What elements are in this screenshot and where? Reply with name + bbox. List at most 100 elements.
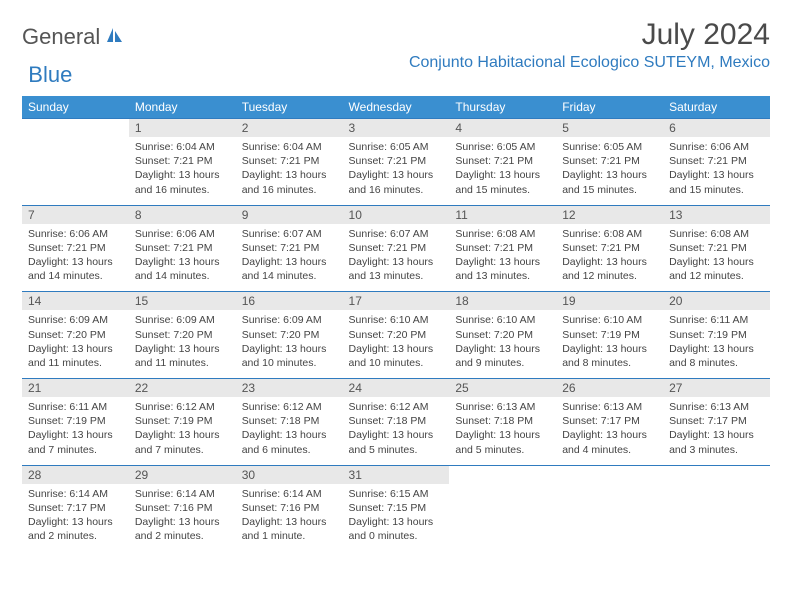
day-info-cell — [663, 484, 770, 552]
day-number-cell: 6 — [663, 119, 770, 138]
day-info-line: and 10 minutes. — [349, 356, 444, 370]
day-info-line: Daylight: 13 hours — [349, 428, 444, 442]
week-num-row: 14151617181920 — [22, 292, 770, 311]
day-info-line: and 10 minutes. — [242, 356, 337, 370]
day-info-line: Daylight: 13 hours — [242, 168, 337, 182]
day-info-line: Sunrise: 6:06 AM — [669, 140, 764, 154]
day-header: Wednesday — [343, 96, 450, 119]
day-info-cell: Sunrise: 6:10 AMSunset: 7:19 PMDaylight:… — [556, 310, 663, 378]
day-info-cell: Sunrise: 6:12 AMSunset: 7:18 PMDaylight:… — [236, 397, 343, 465]
day-info-line: Sunrise: 6:09 AM — [28, 313, 123, 327]
day-number-cell: 27 — [663, 379, 770, 398]
day-info-line: Sunset: 7:21 PM — [242, 154, 337, 168]
day-info-line: Sunset: 7:20 PM — [135, 328, 230, 342]
day-info-line: Sunrise: 6:04 AM — [135, 140, 230, 154]
month-title: July 2024 — [409, 18, 770, 52]
day-info-cell: Sunrise: 6:06 AMSunset: 7:21 PMDaylight:… — [22, 224, 129, 292]
day-info-line: Sunrise: 6:05 AM — [455, 140, 550, 154]
day-info-line: Sunset: 7:16 PM — [242, 501, 337, 515]
day-info-line: Daylight: 13 hours — [455, 428, 550, 442]
day-header: Friday — [556, 96, 663, 119]
day-info-line: Daylight: 13 hours — [135, 515, 230, 529]
day-info-line: Sunset: 7:17 PM — [562, 414, 657, 428]
day-info-line: Sunrise: 6:10 AM — [349, 313, 444, 327]
day-number-cell: 15 — [129, 292, 236, 311]
day-info-line: Sunrise: 6:10 AM — [562, 313, 657, 327]
day-info-line: and 13 minutes. — [455, 269, 550, 283]
day-info-line: and 5 minutes. — [455, 443, 550, 457]
day-info-line: Sunset: 7:20 PM — [455, 328, 550, 342]
day-number-cell: 23 — [236, 379, 343, 398]
day-info-line: and 9 minutes. — [455, 356, 550, 370]
day-number-cell: 13 — [663, 205, 770, 224]
day-info-cell: Sunrise: 6:07 AMSunset: 7:21 PMDaylight:… — [236, 224, 343, 292]
day-info-line: Sunset: 7:18 PM — [349, 414, 444, 428]
day-info-cell: Sunrise: 6:06 AMSunset: 7:21 PMDaylight:… — [663, 137, 770, 205]
day-info-line: and 14 minutes. — [242, 269, 337, 283]
day-info-line: Sunrise: 6:10 AM — [455, 313, 550, 327]
day-number-cell: 31 — [343, 465, 450, 484]
logo-text-general: General — [22, 24, 100, 50]
day-info-line: Daylight: 13 hours — [349, 515, 444, 529]
title-block: July 2024 Conjunto Habitacional Ecologic… — [409, 18, 770, 72]
week-info-row: Sunrise: 6:14 AMSunset: 7:17 PMDaylight:… — [22, 484, 770, 552]
day-info-line: Sunset: 7:19 PM — [562, 328, 657, 342]
day-info-line: and 15 minutes. — [455, 183, 550, 197]
week-info-row: Sunrise: 6:04 AMSunset: 7:21 PMDaylight:… — [22, 137, 770, 205]
day-number-cell: 14 — [22, 292, 129, 311]
day-info-cell: Sunrise: 6:13 AMSunset: 7:17 PMDaylight:… — [663, 397, 770, 465]
day-info-line: and 16 minutes. — [242, 183, 337, 197]
day-info-line: Daylight: 13 hours — [135, 255, 230, 269]
day-info-cell: Sunrise: 6:05 AMSunset: 7:21 PMDaylight:… — [556, 137, 663, 205]
day-header: Saturday — [663, 96, 770, 119]
week-num-row: 21222324252627 — [22, 379, 770, 398]
day-header: Sunday — [22, 96, 129, 119]
day-info-line: and 12 minutes. — [562, 269, 657, 283]
day-info-line: Daylight: 13 hours — [562, 255, 657, 269]
day-info-line: Sunset: 7:21 PM — [669, 154, 764, 168]
day-info-line: Sunset: 7:15 PM — [349, 501, 444, 515]
day-info-line: Sunrise: 6:15 AM — [349, 487, 444, 501]
day-info-line: and 16 minutes. — [135, 183, 230, 197]
calendar-table: Sunday Monday Tuesday Wednesday Thursday… — [22, 96, 770, 551]
day-info-line: Sunset: 7:19 PM — [28, 414, 123, 428]
day-number-cell — [663, 465, 770, 484]
day-info-line: Sunrise: 6:06 AM — [28, 227, 123, 241]
day-info-line: Daylight: 13 hours — [455, 255, 550, 269]
day-header: Tuesday — [236, 96, 343, 119]
day-info-line: Sunset: 7:20 PM — [242, 328, 337, 342]
day-number-cell: 18 — [449, 292, 556, 311]
day-number-cell — [449, 465, 556, 484]
day-info-line: Sunset: 7:21 PM — [669, 241, 764, 255]
day-info-line: Daylight: 13 hours — [135, 168, 230, 182]
day-info-cell: Sunrise: 6:12 AMSunset: 7:18 PMDaylight:… — [343, 397, 450, 465]
day-info-line: Sunrise: 6:11 AM — [669, 313, 764, 327]
day-info-cell: Sunrise: 6:10 AMSunset: 7:20 PMDaylight:… — [343, 310, 450, 378]
day-info-cell: Sunrise: 6:09 AMSunset: 7:20 PMDaylight:… — [236, 310, 343, 378]
day-info-cell: Sunrise: 6:09 AMSunset: 7:20 PMDaylight:… — [129, 310, 236, 378]
day-number-cell: 26 — [556, 379, 663, 398]
day-info-cell: Sunrise: 6:04 AMSunset: 7:21 PMDaylight:… — [236, 137, 343, 205]
day-info-line: and 7 minutes. — [135, 443, 230, 457]
day-info-line: Daylight: 13 hours — [28, 342, 123, 356]
day-info-line: and 7 minutes. — [28, 443, 123, 457]
day-info-line: and 11 minutes. — [135, 356, 230, 370]
day-number-cell: 22 — [129, 379, 236, 398]
day-info-line: Sunset: 7:19 PM — [669, 328, 764, 342]
day-number-cell: 11 — [449, 205, 556, 224]
day-info-line: Sunrise: 6:13 AM — [669, 400, 764, 414]
day-info-line: Daylight: 13 hours — [349, 342, 444, 356]
day-info-cell — [449, 484, 556, 552]
day-info-cell: Sunrise: 6:08 AMSunset: 7:21 PMDaylight:… — [556, 224, 663, 292]
day-info-line: Daylight: 13 hours — [669, 255, 764, 269]
day-info-line: Sunset: 7:16 PM — [135, 501, 230, 515]
day-info-line: Sunrise: 6:08 AM — [455, 227, 550, 241]
day-info-line: Sunrise: 6:14 AM — [242, 487, 337, 501]
day-info-line: and 0 minutes. — [349, 529, 444, 543]
day-number-cell: 5 — [556, 119, 663, 138]
day-info-cell — [556, 484, 663, 552]
day-info-line: and 1 minute. — [242, 529, 337, 543]
day-info-line: Sunset: 7:21 PM — [28, 241, 123, 255]
day-info-line: and 16 minutes. — [349, 183, 444, 197]
day-info-line: Daylight: 13 hours — [455, 342, 550, 356]
